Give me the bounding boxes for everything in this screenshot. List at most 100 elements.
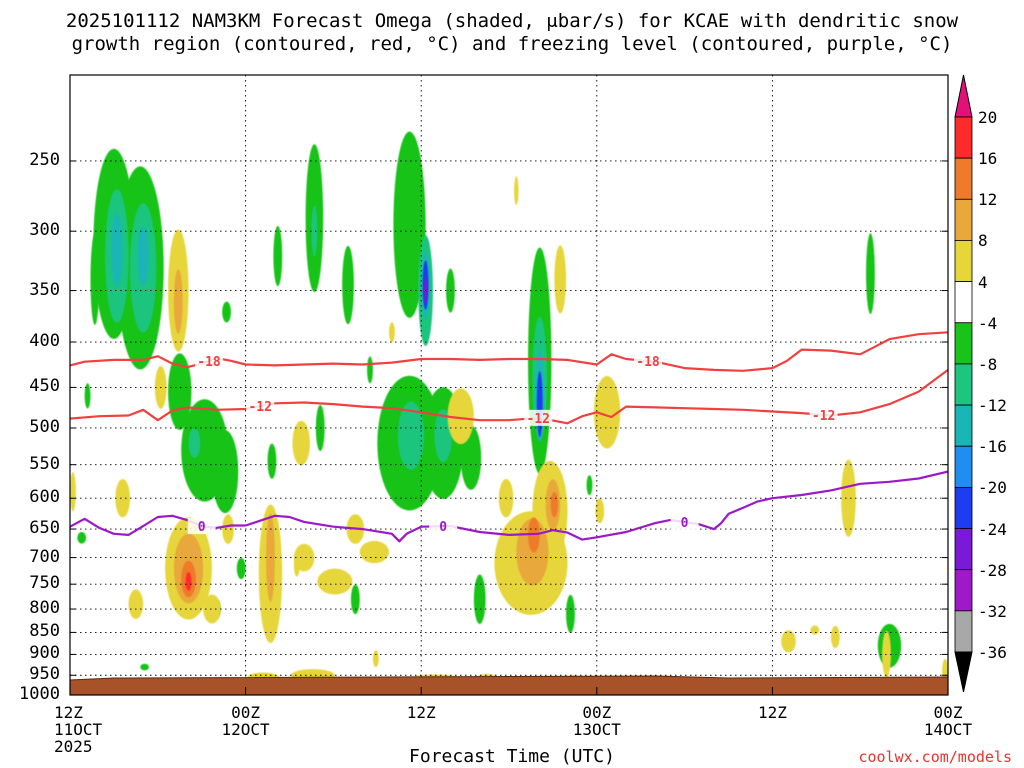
omega-cell [236,557,246,580]
y-tick-label: 350 [29,279,60,300]
ground-surface [69,675,949,696]
omega-cell [222,514,234,544]
colorbar-top-arrow [954,74,973,118]
y-tick-label: 900 [29,643,60,664]
contour-label: -12 [812,409,835,424]
omega-cell [342,245,354,325]
colorbar-label: -28 [978,560,1007,580]
y-tick-label: 500 [29,416,60,437]
colorbar-label: -8 [978,354,998,374]
omega-cell [393,131,426,318]
omega-cell [311,205,318,257]
omega-cell [292,420,310,466]
contour-m12 [69,369,949,425]
contour-label-bg [634,353,663,370]
contour-label-bg [195,352,224,369]
colorbar-swatch [954,157,973,200]
omega-cell [882,630,891,678]
omega-cell [70,472,76,512]
omega-cell [222,301,231,323]
colorbar-label: 20 [978,108,998,127]
omega-cell [514,176,519,205]
colorbar-label: -4 [978,313,998,333]
x-tick-label: 00Z 12OCT [196,704,296,738]
omega-cell [434,409,452,463]
colorbar-label: 16 [978,149,998,169]
omega-cell [473,574,486,625]
y-tick-label: 300 [29,220,60,241]
omega-cell [137,225,150,287]
x-tick-label-line: 12Z [406,703,436,722]
omega-shaded-field [70,131,948,685]
colorbar-label: -12 [978,396,1007,416]
colorbar-bottom-arrow [954,651,973,693]
x-tick-label-line: 11OCT [54,720,103,739]
omega-cell [350,584,360,615]
omega-cell [536,371,543,438]
omega-cell [389,322,395,343]
colorbar [954,74,973,693]
x-tick-label-line: 00Z [933,703,963,722]
colorbar-swatch [954,569,973,612]
credit-text: coolwx.com/models [858,748,1012,766]
contour-label: -12 [527,412,550,427]
omega-cell [397,401,425,470]
omega-cell [866,233,875,315]
omega-cell [77,532,87,544]
colorbar-label: -32 [978,601,1007,621]
colorbar-swatch [954,281,973,324]
x-tick-label-line: 14OCT [923,720,973,739]
omega-cell [367,356,373,384]
omega-cell [359,540,390,564]
x-tick-label-line: 2025 [54,737,93,756]
plot-frame [69,74,949,696]
omega-cell [810,625,820,635]
ground-fill [69,675,949,696]
omega-cell [185,572,192,591]
omega-cell [211,430,239,514]
omega-cell [781,630,796,653]
omega-cell [586,475,593,496]
y-tick-label: 400 [29,331,60,352]
y-tick-label: 600 [29,487,60,508]
x-tick-label: 12Z [371,704,471,721]
colorbar-label: -36 [978,643,1007,662]
plot-border [69,74,949,696]
colorbar-label: 12 [978,190,998,210]
contour-label: -12 [248,400,271,415]
colorbar-swatch [954,198,973,241]
omega-cell [317,568,353,595]
colorbar-label: 8 [978,231,988,251]
x-tick-label: 12Z 11OCT 2025 [54,704,154,755]
x-tick-label: 00Z 13OCT [547,704,647,738]
omega-cell [173,269,183,334]
omega-cell [203,594,221,624]
contour-label: 0 [681,516,689,531]
x-tick-label-line: 12OCT [221,720,270,739]
omega-cell [447,388,474,445]
omega-cell [841,459,856,537]
omega-cell [830,625,840,649]
y-tick-label: 700 [29,546,60,567]
omega-cell [595,498,605,524]
x-tick-label: 12Z [722,704,822,721]
y-tick-label: 850 [29,621,60,642]
contour-label-bg [809,406,838,423]
omega-cell [110,213,123,287]
colorbar-swatch [954,240,973,283]
omega-cell [188,428,201,458]
y-tick-label: 950 [29,664,60,685]
contour-label-bg [187,518,216,535]
contour-m18 [69,331,949,372]
y-tick-label: 450 [29,376,60,397]
x-tick-label-line: 00Z [231,703,261,722]
y-tick-label: 750 [29,573,60,594]
colorbar-label: -20 [978,478,1007,498]
chart-title-line1: 2025101112 NAM3KM Forecast Omega (shaded… [65,10,959,32]
y-tick-label: 650 [29,518,60,539]
contour-label-bg [670,513,699,530]
omega-cell [267,443,277,479]
x-tick-label-line: 13OCT [572,720,621,739]
contour-label: -18 [636,355,660,370]
